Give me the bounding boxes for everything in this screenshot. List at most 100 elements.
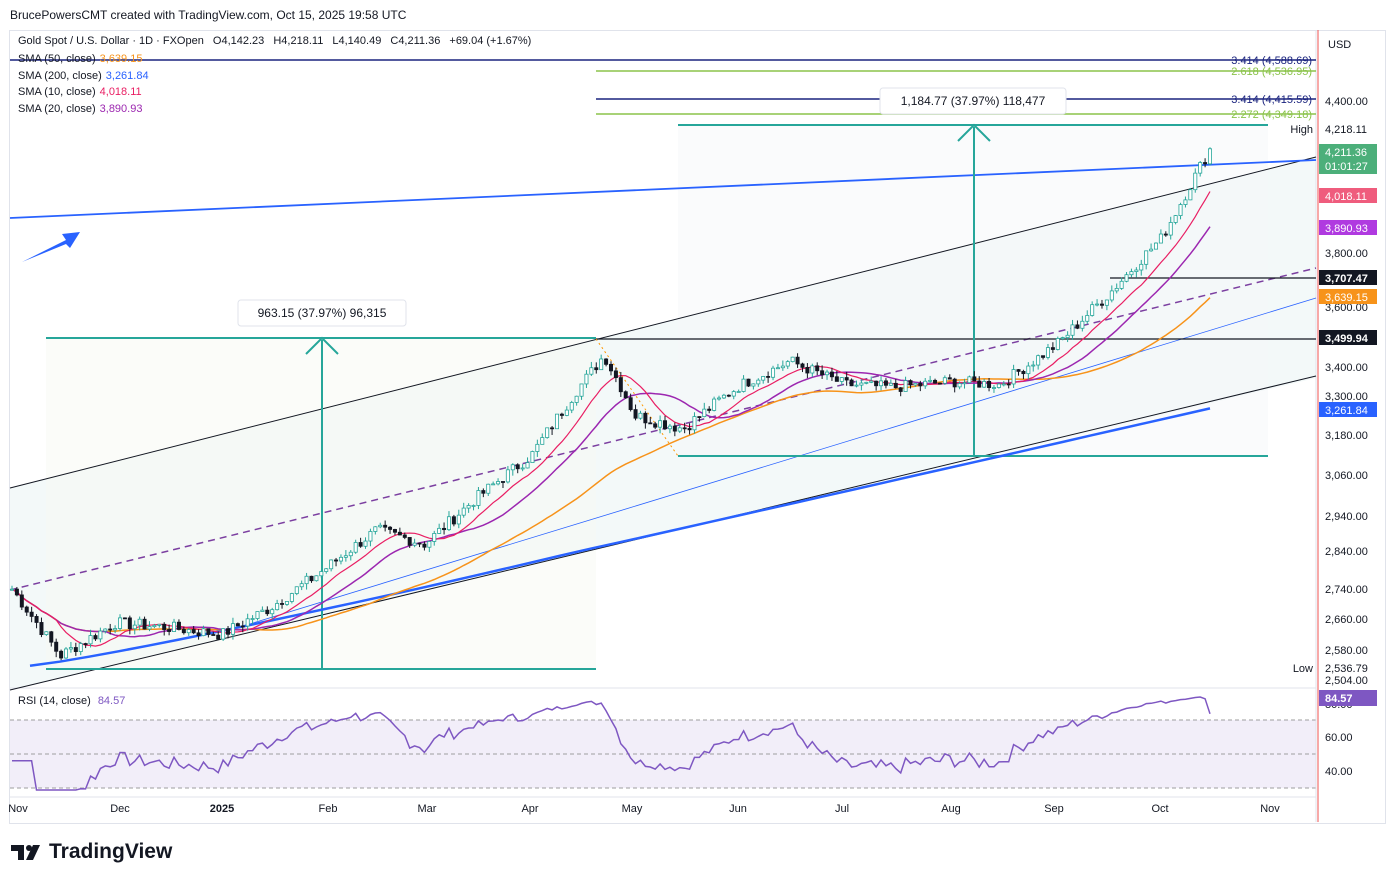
candle-body	[427, 541, 432, 548]
candle-body	[64, 648, 69, 659]
candle-body	[869, 380, 874, 383]
candle-body	[324, 568, 329, 572]
candle-body	[736, 391, 741, 393]
ohlc-high: H4,218.11	[273, 35, 324, 47]
candle-body	[525, 462, 530, 469]
candle-body	[358, 542, 363, 547]
candle-body	[1016, 369, 1021, 372]
rsi-value-label-bg	[1319, 690, 1377, 706]
candle-body	[623, 391, 628, 399]
price-label-bg	[1319, 121, 1377, 136]
candle-body	[928, 379, 933, 382]
candle-body	[1104, 299, 1109, 306]
sma-legend-value: 4,018.11	[99, 86, 142, 98]
candle-body	[93, 635, 98, 640]
candle-body	[363, 540, 368, 547]
rsi-legend: RSI (14, close) 84.57	[18, 695, 125, 707]
candle-body	[348, 551, 353, 557]
candle-body	[466, 505, 471, 509]
sma-legend-row[interactable]: SMA (10, close) 4,018.11	[18, 86, 142, 98]
candle-body	[982, 380, 987, 388]
candle-body	[967, 376, 972, 384]
price-label-bg	[1319, 220, 1377, 235]
candle-body	[368, 531, 373, 542]
candle-body	[731, 391, 736, 397]
sma-50-line	[11, 297, 1211, 633]
x-tick-label: Oct	[1151, 803, 1168, 815]
y-tick-label: 3,060.00	[1325, 470, 1368, 482]
sma-legend-label: SMA (10, close)	[18, 86, 96, 98]
candle-body	[446, 516, 451, 531]
candle-body	[1198, 162, 1203, 174]
candle-body	[1095, 303, 1100, 306]
candle-body	[167, 629, 172, 632]
candles	[9, 147, 1213, 661]
candle-body	[255, 611, 260, 619]
rsi-line	[12, 696, 1211, 791]
candle-body	[790, 356, 795, 363]
sma-legend-row[interactable]: SMA (20, close) 3,890.93	[18, 103, 142, 115]
candle-body	[373, 526, 378, 532]
candle-body	[815, 365, 820, 372]
candle-body	[780, 365, 785, 369]
candle-body	[250, 618, 255, 620]
symbol-title[interactable]: Gold Spot / U.S. Dollar · 1D · FXOpen	[18, 35, 204, 47]
candle-body	[996, 383, 1001, 388]
channel-mid-line	[9, 267, 1317, 591]
sma-legend-label: SMA (50, close)	[18, 53, 96, 65]
price-label-tag: High	[1290, 124, 1313, 136]
candle-body	[805, 366, 810, 374]
candle-body	[1036, 355, 1041, 366]
candle-body	[461, 507, 466, 516]
rsi-value-label: 84.57	[1325, 693, 1353, 705]
candle-body	[564, 409, 569, 416]
sma-legend-row[interactable]: SMA (50, close) 3,639.15	[18, 53, 142, 65]
candle-body	[933, 379, 938, 384]
candle-body	[643, 412, 648, 424]
candle-body	[972, 376, 977, 382]
candle-body	[898, 387, 903, 392]
candle-body	[937, 382, 942, 385]
candle-body	[378, 524, 383, 528]
rsi-label[interactable]: RSI (14, close)	[18, 695, 91, 707]
candle-body	[574, 395, 579, 403]
candle-body	[618, 377, 623, 393]
candle-body	[1193, 172, 1198, 191]
candle-body	[859, 382, 864, 386]
candle-body	[825, 371, 830, 376]
candle-body	[1173, 215, 1178, 223]
candle-body	[864, 381, 869, 384]
measure-label: 963.15 (37.97%) 96,315	[258, 306, 387, 320]
candle-body	[800, 363, 805, 368]
candle-body	[589, 367, 594, 375]
candle-body	[977, 380, 982, 388]
candle-body	[775, 367, 780, 370]
y-tick-label: 2,580.00	[1325, 645, 1368, 657]
sma-legend-row[interactable]: SMA (200, close) 3,261.84	[18, 70, 149, 82]
x-tick-label: Aug	[941, 803, 961, 815]
price-label-text: 3,639.15	[1325, 292, 1368, 304]
candle-body	[1188, 189, 1193, 201]
tradingview-logo[interactable]: TradingView	[11, 840, 172, 864]
candle-body	[663, 420, 668, 430]
price-label-text: 4,018.11	[1325, 191, 1367, 203]
price-label-bg	[1319, 144, 1377, 174]
candle-body	[923, 380, 928, 387]
candle-body	[579, 383, 584, 397]
price-label-text: 3,261.84	[1325, 405, 1368, 417]
candle-body	[265, 609, 270, 615]
candle-body	[1208, 148, 1213, 165]
candle-body	[422, 543, 427, 548]
candle-body	[771, 367, 776, 378]
measure-labels: 963.15 (37.97%) 96,315 1,184.77 (37.97%) …	[237, 87, 1067, 327]
candle-body	[162, 623, 167, 630]
fib-level-label: 3.414 (4,415.59)	[1231, 94, 1312, 106]
fib-level-label: 2.618 (4,536.95)	[1231, 66, 1312, 78]
candle-body	[1139, 263, 1144, 271]
candle-body	[157, 623, 162, 626]
rsi-tick-label: 40.00	[1325, 766, 1353, 778]
candle-body	[196, 632, 201, 637]
candle-body	[9, 588, 14, 591]
candle-body	[584, 373, 589, 385]
